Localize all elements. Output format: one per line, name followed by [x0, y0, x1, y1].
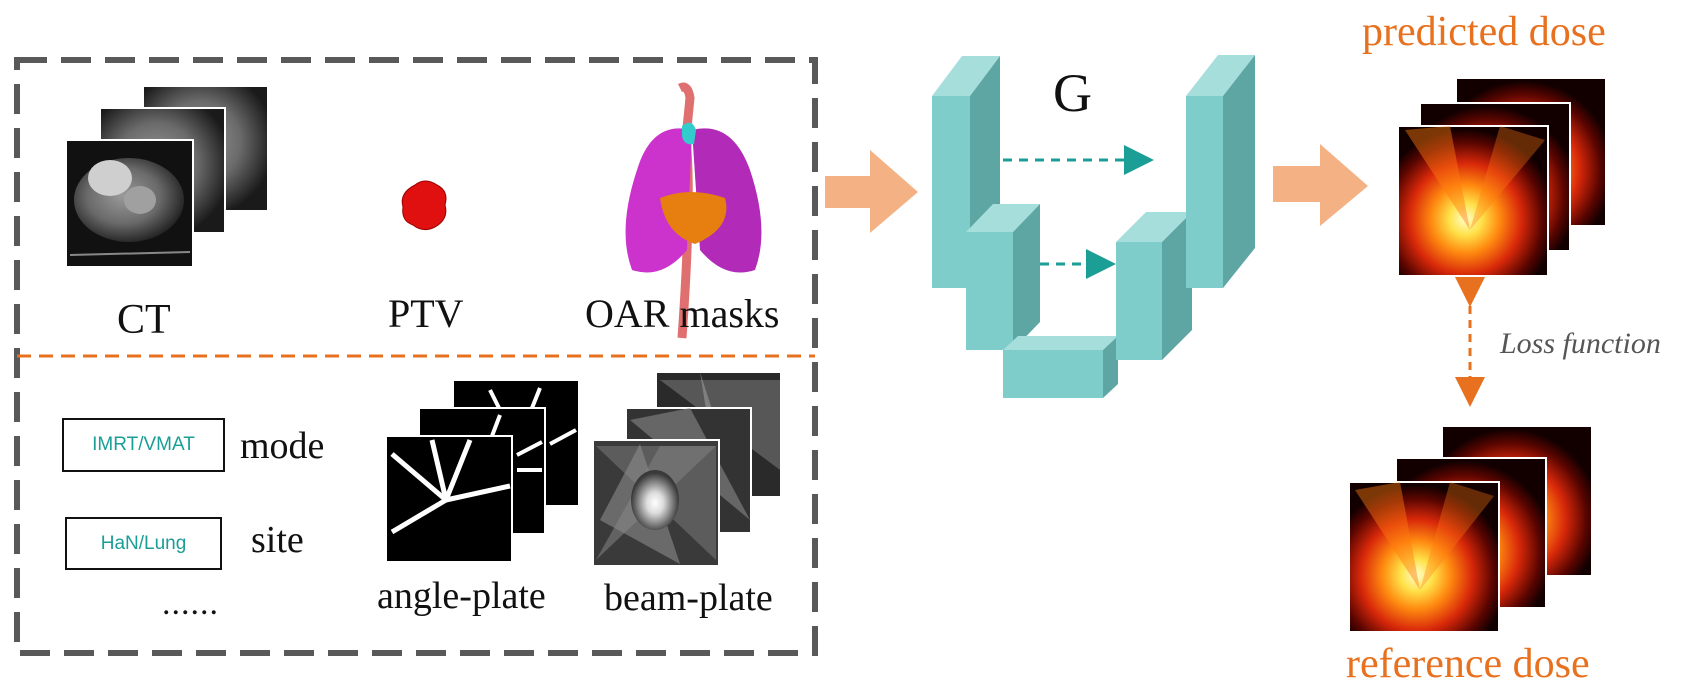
ct-stack [65, 85, 269, 268]
loss-function-label: Loss function [1500, 327, 1661, 360]
beam-plate-label: beam-plate [604, 577, 773, 619]
flow-arrow-in [825, 150, 918, 233]
flow-arrow-out [1273, 144, 1368, 226]
mode-box: IMRT/VMAT [62, 418, 225, 472]
site-label: site [251, 519, 304, 561]
predicted-dose-title: predicted dose [1362, 9, 1606, 55]
reference-dose-stack [1348, 425, 1593, 633]
oar-masks-render [625, 82, 762, 339]
angle-plate-label: angle-plate [377, 575, 546, 617]
predicted-dose-stack [1397, 77, 1607, 277]
generator-label: G [1053, 63, 1092, 123]
unet-generator [932, 55, 1255, 398]
mode-label: mode [240, 425, 325, 467]
ptv-blob [401, 180, 447, 231]
angle-plate-stack [385, 379, 580, 563]
reference-dose-title: reference dose [1346, 641, 1590, 687]
ct-label: CT [117, 297, 171, 343]
site-box: HaN/Lung [65, 517, 222, 570]
ellipsis-label: ...... [162, 585, 219, 622]
ptv-label: PTV [388, 291, 464, 336]
oar-masks-label: OAR masks [585, 291, 780, 336]
beam-plate-stack [592, 371, 782, 567]
